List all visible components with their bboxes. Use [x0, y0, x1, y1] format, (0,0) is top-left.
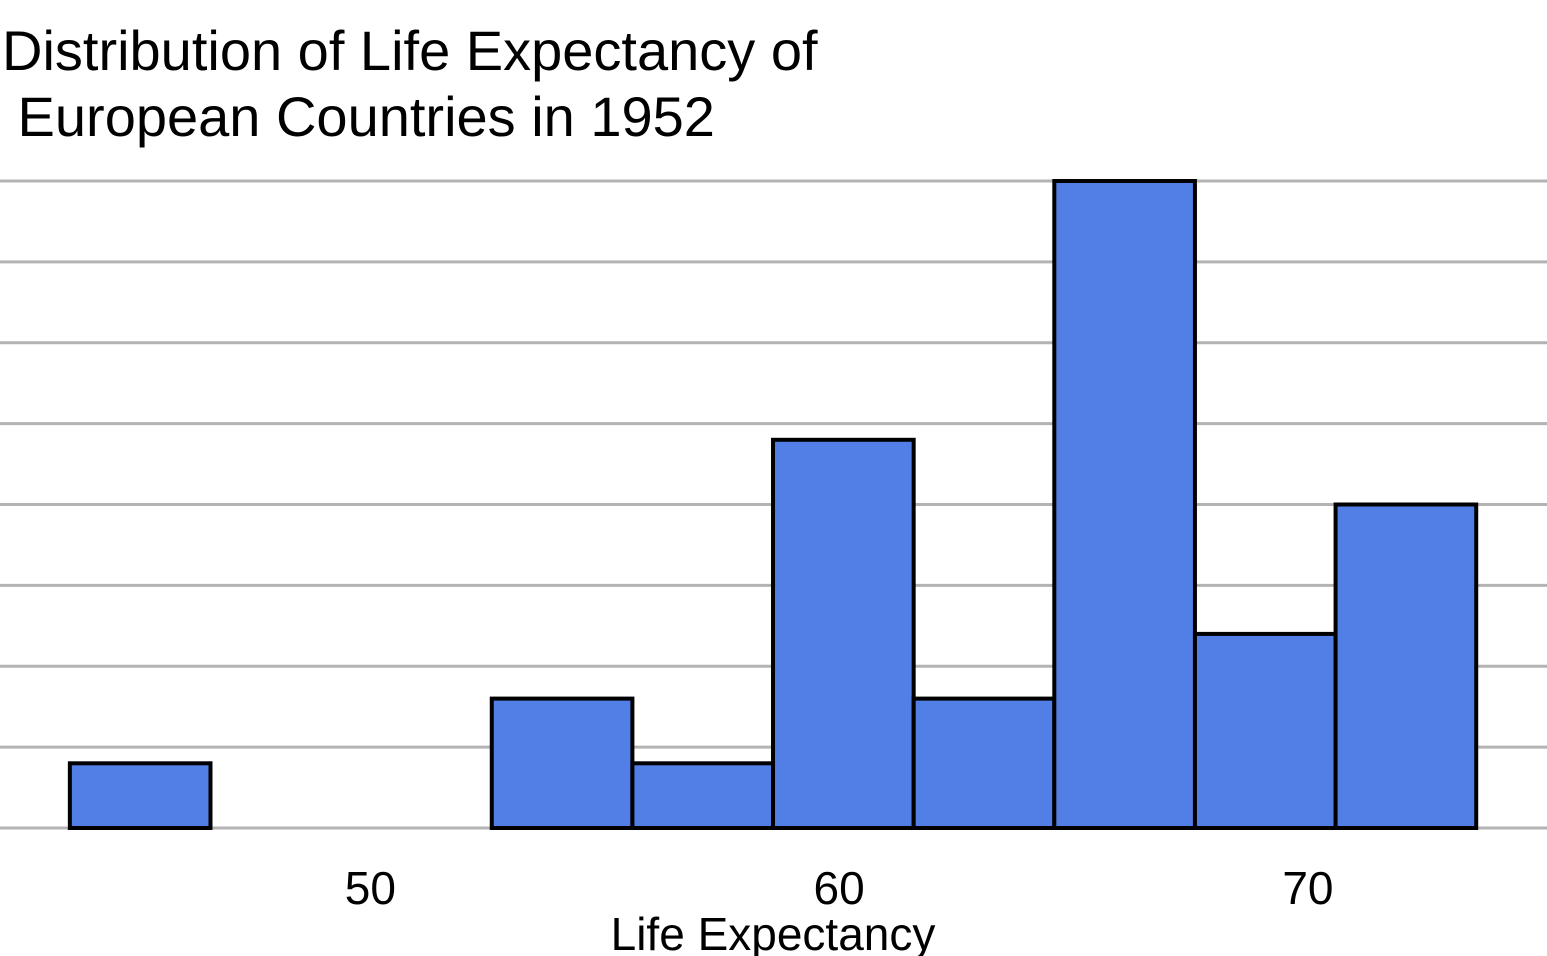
histogram-bar-9 — [1333, 502, 1479, 830]
chart-title: Distribution of Life Expectancy of Europ… — [2, 19, 818, 148]
histogram-bar-7 — [1052, 179, 1197, 830]
histogram-bar-8 — [1192, 631, 1338, 831]
x-axis-title: Life Expectancy — [611, 908, 936, 956]
x-tick-label-70: 70 — [1282, 862, 1333, 914]
x-tick-label-60: 60 — [814, 862, 865, 914]
x-tick-labels: 50 60 70 — [345, 862, 1334, 914]
x-tick-label-50: 50 — [345, 862, 396, 914]
histogram-bar-4 — [630, 761, 776, 830]
histogram-bar-5 — [771, 437, 916, 830]
histogram-bars — [67, 179, 1479, 831]
histogram-bar-3 — [489, 696, 635, 830]
histogram-bar-0 — [67, 761, 213, 830]
histogram-bar-6 — [911, 696, 1057, 830]
